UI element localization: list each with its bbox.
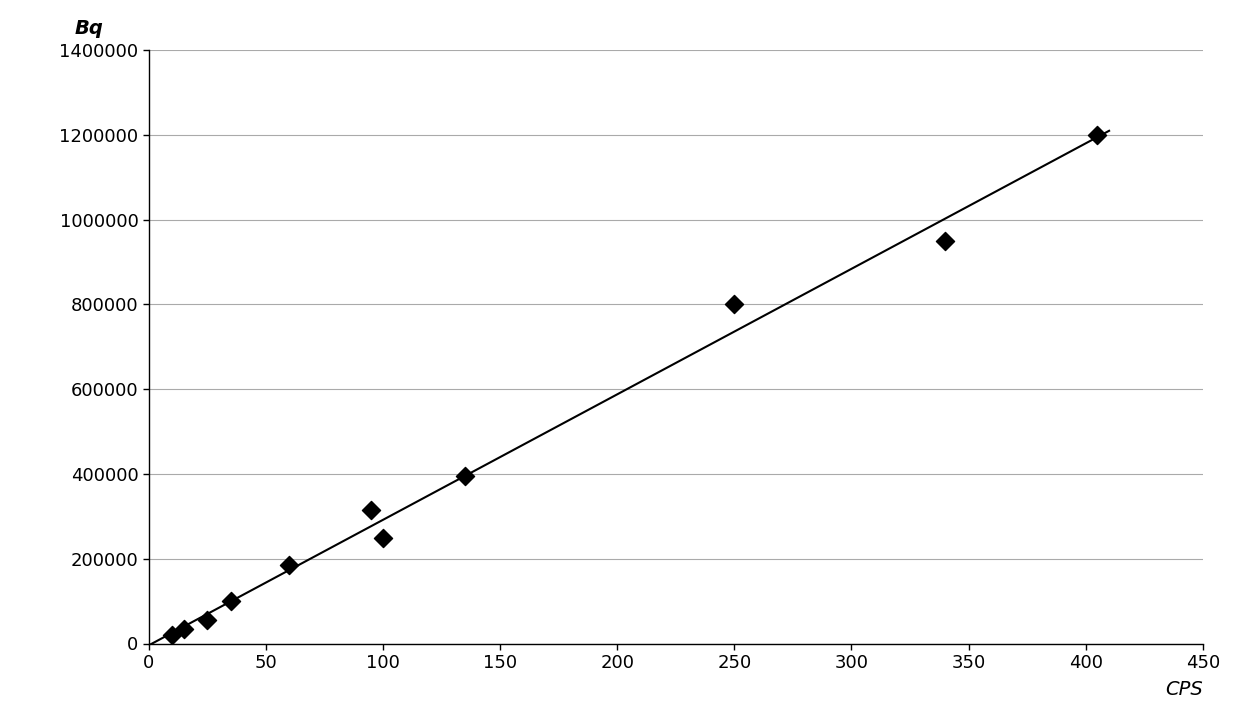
Point — [221, 596, 241, 607]
Point — [455, 470, 475, 482]
Text: Bq: Bq — [74, 19, 104, 38]
X-axis label: CPS: CPS — [1166, 680, 1203, 699]
Point — [197, 614, 217, 626]
Point — [279, 559, 299, 571]
Point — [174, 623, 193, 634]
Point — [361, 504, 381, 516]
Point — [162, 629, 182, 641]
Point — [724, 299, 744, 310]
Point — [935, 235, 955, 247]
Point — [373, 532, 393, 543]
Point — [1087, 129, 1107, 141]
